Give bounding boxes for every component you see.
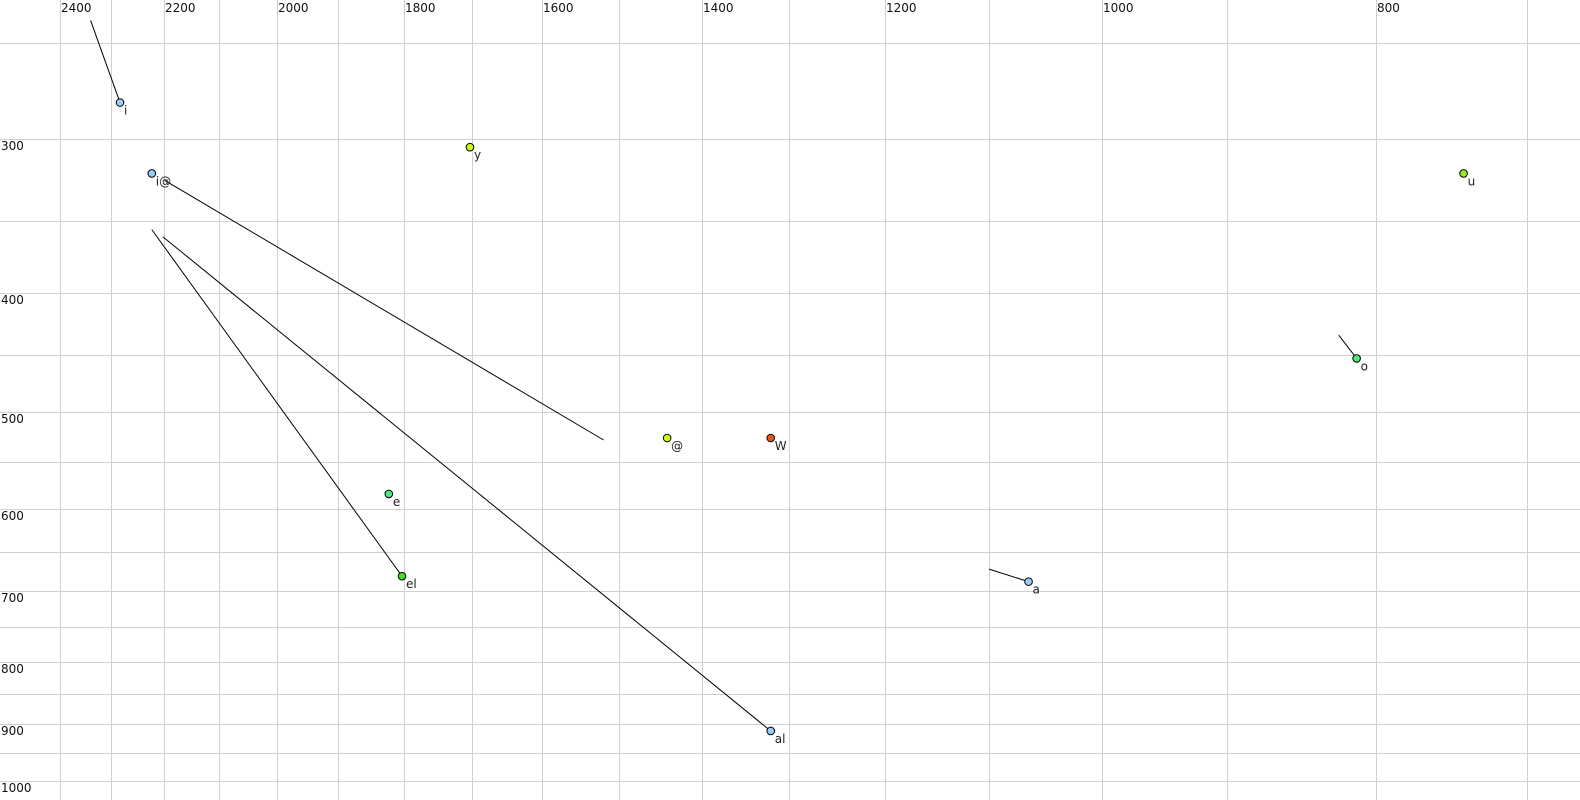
y-tick-label: 400: [1, 293, 24, 307]
trajectory-line: [1338, 334, 1358, 359]
x-tick-label: 1600: [543, 1, 574, 15]
y-tick-label: 1000: [1, 781, 32, 795]
x-tick-label: 1800: [405, 1, 436, 15]
x-tick-label: 2000: [278, 1, 309, 15]
vowel-point: [115, 98, 125, 107]
vowel-label: o: [1361, 359, 1368, 373]
vowel-point: [662, 433, 672, 443]
vowel-point: [766, 726, 776, 736]
axis-ticks: 2400 2200 2000 1800 1600 1400 1200 1000 800 300 40…: [1, 1, 1400, 795]
y-tick-label: 700: [1, 591, 24, 605]
trajectory-line: [988, 568, 1029, 583]
y-tick-label: 500: [1, 412, 24, 426]
vowel-label: i: [124, 104, 127, 118]
trajectories: [90, 20, 1358, 732]
vowel-point: [766, 433, 776, 443]
y-tick-label: 800: [1, 662, 24, 676]
trajectory-line: [162, 236, 772, 732]
vowel-point: [465, 142, 475, 152]
vowel-label: a: [1033, 583, 1040, 597]
vowel-label: i@: [156, 174, 171, 188]
x-tick-label: 800: [1377, 1, 1400, 15]
trajectory-line: [90, 20, 121, 103]
y-tick-label: 600: [1, 509, 24, 523]
vowel-label: u: [1468, 174, 1476, 188]
vowel-point: [147, 169, 157, 178]
vowel-label: y: [474, 148, 481, 162]
trajectory-line: [164, 180, 604, 441]
x-tick-label: 2400: [61, 1, 92, 15]
vowel-label: W: [775, 439, 787, 453]
trajectory-line: [151, 229, 403, 577]
vowel-label: e: [393, 495, 400, 509]
x-tick-label: 1200: [886, 1, 917, 15]
vowel-point: [1024, 577, 1033, 586]
x-tick-label: 1400: [703, 1, 734, 15]
vowel-point: [1352, 354, 1361, 363]
data-points: i i@ y u o @ We el a al: [115, 98, 1476, 746]
vowel-label: al: [775, 732, 786, 746]
vowel-point: [397, 571, 407, 581]
vowel-label: @: [671, 439, 683, 453]
y-tick-label: 900: [1, 724, 24, 738]
x-tick-label: 2200: [165, 1, 196, 15]
vowel-point: [1459, 169, 1468, 178]
x-tick-label: 1000: [1103, 1, 1134, 15]
y-tick-label: 300: [1, 139, 24, 153]
vowel-point: [384, 489, 394, 499]
vowel-label: el: [406, 577, 417, 591]
